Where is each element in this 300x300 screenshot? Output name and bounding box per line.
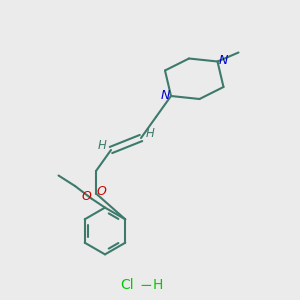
Text: N: N	[161, 89, 170, 102]
Text: H: H	[146, 127, 154, 140]
Text: O: O	[81, 190, 91, 203]
Text: Cl: Cl	[121, 278, 134, 292]
Text: O: O	[97, 184, 106, 198]
Text: −: −	[139, 278, 152, 292]
Text: H: H	[98, 139, 106, 152]
Text: N: N	[218, 53, 228, 67]
Text: H: H	[152, 278, 163, 292]
